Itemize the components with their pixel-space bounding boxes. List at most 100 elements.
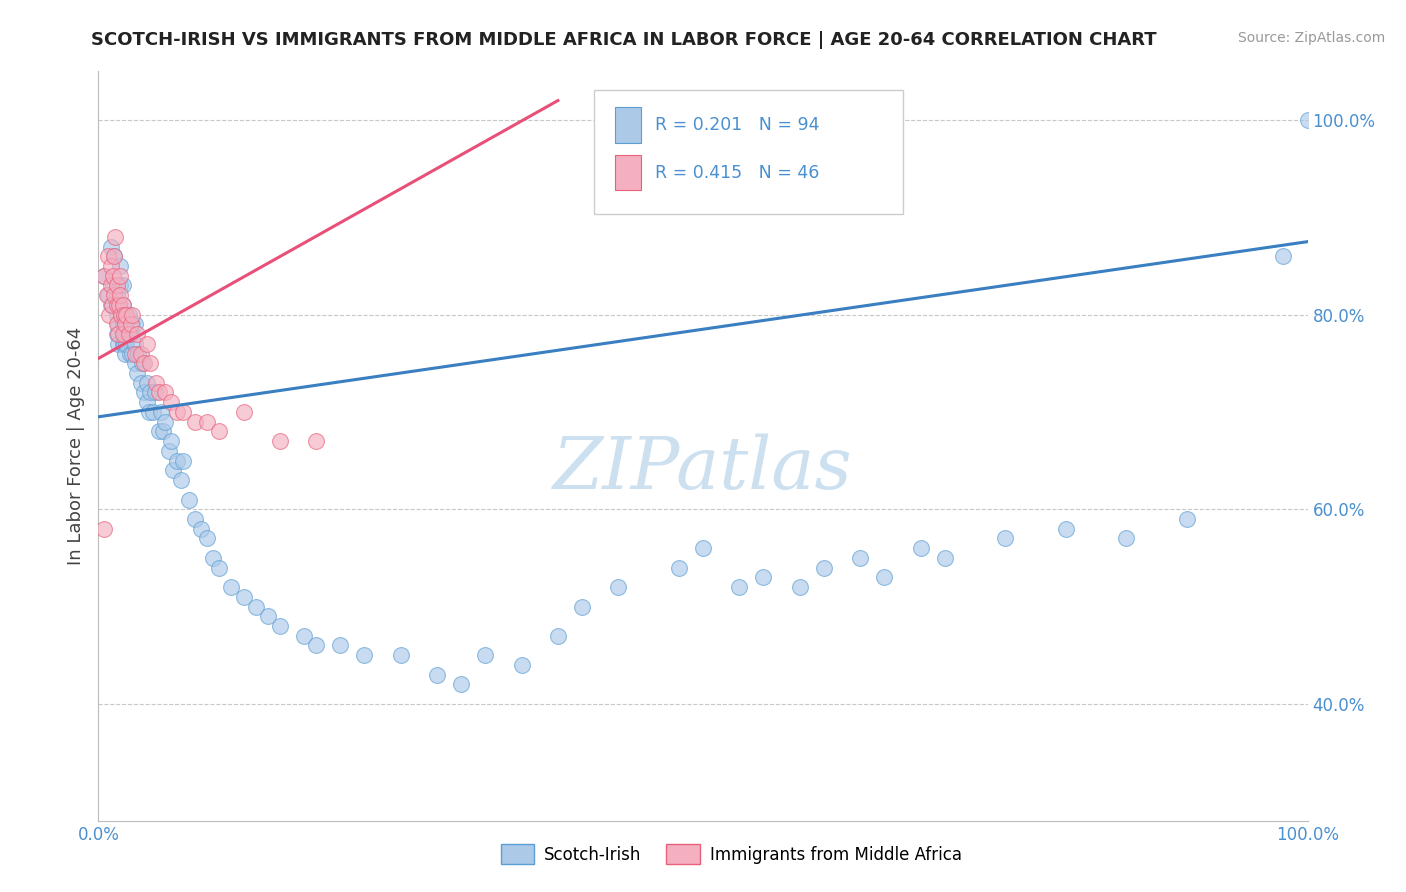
Point (910, 541, 932, 556)
Point (93, 268, 115, 283)
Point (426, 667, 449, 681)
Point (111, 327, 134, 342)
Point (105, 327, 128, 342)
Point (103, 249, 125, 263)
Point (101, 268, 124, 283)
Point (111, 336, 134, 351)
Point (269, 434, 291, 449)
Point (692, 541, 714, 556)
Point (93, 268, 115, 283)
Point (1054, 522, 1077, 536)
Point (166, 405, 188, 419)
Point (148, 425, 170, 439)
Point (139, 356, 162, 370)
Point (138, 405, 160, 419)
Point (135, 395, 157, 409)
Point (547, 629, 569, 643)
Text: SCOTCH-IRISH VS IMMIGRANTS FROM MIDDLE AFRICA IN LABOR FORCE | AGE 20-64 CORRELA: SCOTCH-IRISH VS IMMIGRANTS FROM MIDDLE A… (91, 31, 1157, 49)
Point (184, 512, 207, 526)
Point (105, 308, 128, 322)
Point (112, 318, 135, 332)
Point (120, 327, 142, 342)
Point (111, 278, 134, 293)
Point (97, 288, 120, 302)
Point (111, 318, 134, 332)
Point (105, 278, 128, 293)
Point (134, 385, 156, 400)
Point (117, 318, 139, 332)
Point (162, 463, 184, 477)
Point (107, 318, 129, 332)
Point (100, 239, 122, 253)
Point (112, 308, 135, 322)
Legend: Scotch-Irish, Immigrants from Middle Africa: Scotch-Irish, Immigrants from Middle Afr… (494, 838, 969, 871)
Point (160, 434, 183, 449)
Point (124, 336, 146, 351)
Point (169, 473, 191, 487)
Point (108, 298, 131, 312)
Point (607, 580, 630, 594)
Point (105, 298, 128, 312)
Point (97, 249, 120, 263)
Point (305, 434, 328, 449)
Point (571, 599, 593, 614)
Point (135, 336, 157, 351)
Point (114, 346, 136, 360)
Point (179, 492, 201, 507)
Text: ZIPatlas: ZIPatlas (553, 434, 853, 504)
Bar (614, 107, 641, 144)
Point (118, 308, 141, 322)
Point (124, 346, 146, 360)
Point (103, 288, 125, 302)
Point (150, 405, 173, 419)
Point (100, 298, 122, 312)
Point (110, 308, 132, 322)
Point (121, 346, 143, 360)
Point (100, 298, 122, 312)
Point (1115, 532, 1137, 546)
Point (1296, 113, 1319, 128)
Point (353, 648, 375, 663)
Point (153, 385, 176, 400)
Point (873, 570, 896, 584)
Point (96, 288, 118, 302)
Text: Source: ZipAtlas.com: Source: ZipAtlas.com (1237, 31, 1385, 45)
Point (124, 356, 146, 370)
Point (110, 308, 132, 322)
Point (121, 308, 143, 322)
Point (129, 376, 152, 390)
Point (813, 560, 835, 574)
Point (256, 609, 278, 624)
Point (108, 259, 131, 273)
Point (202, 550, 225, 565)
Point (104, 229, 127, 244)
Point (93, 522, 115, 536)
Point (152, 425, 174, 439)
Point (139, 385, 162, 400)
Point (474, 648, 496, 663)
Point (245, 599, 267, 614)
Point (148, 385, 170, 400)
Point (108, 298, 131, 312)
Point (114, 318, 136, 332)
Point (269, 619, 291, 633)
Point (166, 453, 188, 467)
Point (232, 405, 254, 419)
Point (157, 443, 180, 458)
Point (127, 346, 149, 360)
Point (111, 298, 134, 312)
FancyBboxPatch shape (595, 90, 903, 214)
Point (184, 415, 207, 429)
Point (789, 580, 811, 594)
Point (107, 327, 129, 342)
Point (124, 318, 146, 332)
Point (934, 550, 956, 565)
Point (994, 532, 1017, 546)
Point (195, 532, 218, 546)
Point (208, 425, 231, 439)
Point (129, 346, 152, 360)
Point (195, 415, 218, 429)
Point (115, 336, 138, 351)
Point (232, 590, 254, 604)
Point (127, 366, 149, 380)
